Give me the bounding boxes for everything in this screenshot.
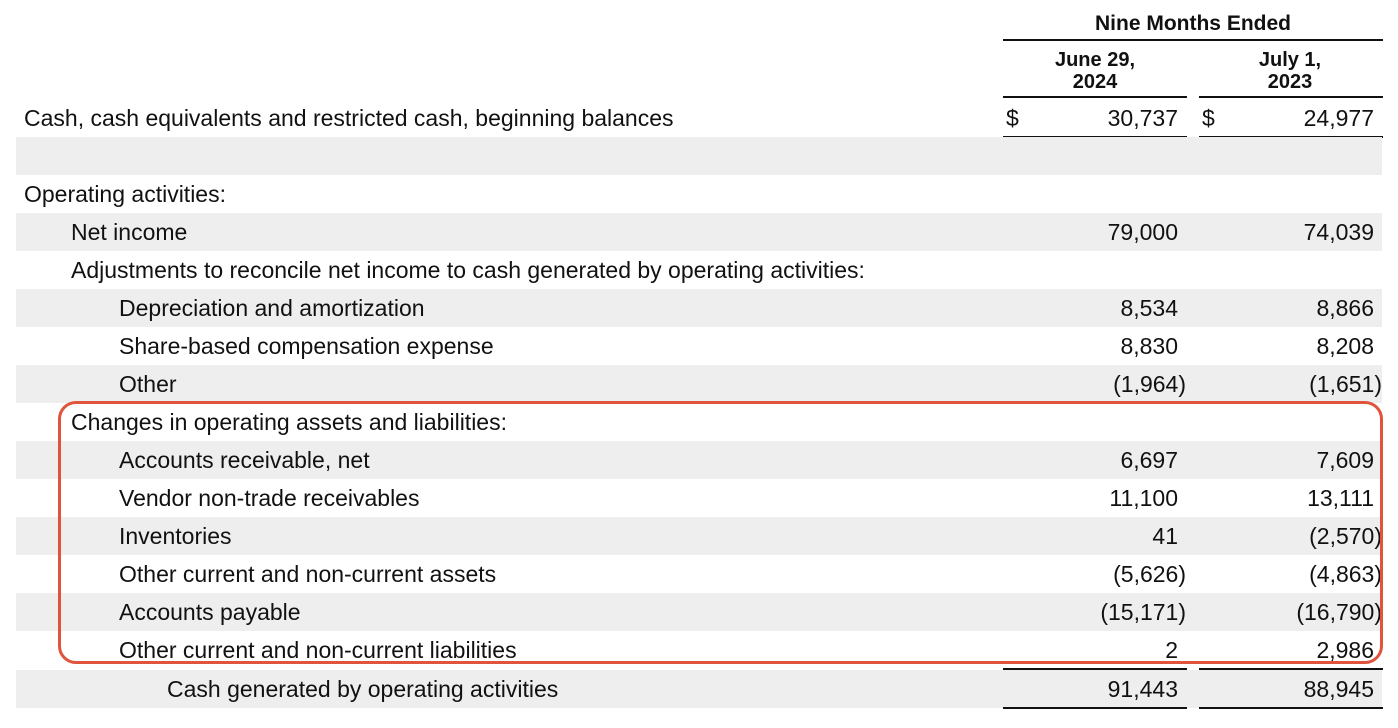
value-2023: (16,790) [1296, 599, 1382, 625]
highlight-box-operating-changes [58, 401, 1383, 664]
value-2024: 2 [1165, 637, 1178, 663]
value-2024: 11,100 [1109, 485, 1178, 511]
table-row-other-liabilities: Other current and non-current liabilitie… [16, 631, 1382, 669]
column-header-2023-line2: 2023 [1267, 71, 1313, 93]
row-label: Cash, cash equivalents and restricted ca… [24, 105, 674, 131]
table-row-operating-activities: Operating activities: [16, 175, 1382, 213]
total-rule-2023 [1199, 707, 1383, 709]
subtotal-rule-2024 [1003, 668, 1187, 670]
table-row-other-assets: Other current and non-current assets (5,… [16, 555, 1382, 593]
column-header-2023: July 1, 2023 [1195, 49, 1385, 93]
value-2023: 74,039 [1303, 219, 1374, 245]
row-label: Inventories [119, 523, 232, 549]
table-row-adjustments: Adjustments to reconcile net income to c… [16, 251, 1382, 289]
value-2023: (2,570) [1309, 523, 1382, 549]
row-label: Other current and non-current assets [119, 561, 497, 587]
period-header: Nine Months Ended [1095, 12, 1291, 35]
table-row-spacer [16, 137, 1382, 175]
value-2023: 24,977 [1303, 105, 1374, 131]
value-2024: 6,697 [1120, 447, 1178, 473]
row-label: Accounts receivable, net [119, 447, 370, 473]
table-row-accounts-receivable: Accounts receivable, net 6,697 7,609 [16, 441, 1382, 479]
column-header-rule-2023 [1199, 96, 1383, 98]
period-header-rule [1003, 39, 1383, 41]
table-row-depreciation: Depreciation and amortization 8,534 8,86… [16, 289, 1382, 327]
table-row-other: Other (1,964) (1,651) [16, 365, 1382, 403]
row-label: Share-based compensation expense [119, 333, 494, 359]
row-label: Operating activities: [24, 181, 226, 207]
table-row-changes-header: Changes in operating assets and liabilit… [16, 403, 1382, 441]
row-label: Vendor non-trade receivables [119, 485, 420, 511]
column-header-2023-line1: July 1, [1258, 49, 1322, 71]
column-header-2024: June 29, 2024 [1000, 49, 1190, 93]
value-2024: 41 [1152, 523, 1178, 549]
value-2023: 88,945 [1303, 676, 1374, 702]
table-row-inventories: Inventories 41 (2,570) [16, 517, 1382, 555]
row-label: Net income [71, 219, 188, 245]
value-2024: (5,626) [1113, 561, 1186, 587]
value-2023: 8,208 [1316, 333, 1374, 359]
row-label: Other current and non-current liabilitie… [119, 637, 517, 663]
column-header-rule-2024 [1003, 96, 1187, 98]
table-row-accounts-payable: Accounts payable (15,171) (16,790) [16, 593, 1382, 631]
currency-symbol: $ [1202, 105, 1215, 131]
row-label: Cash generated by operating activities [167, 676, 559, 702]
value-2024: 8,534 [1120, 295, 1178, 321]
value-2024: 8,830 [1120, 333, 1178, 359]
row-label: Adjustments to reconcile net income to c… [71, 257, 865, 283]
value-2024: 30,737 [1107, 105, 1178, 131]
row-label: Depreciation and amortization [119, 295, 425, 321]
value-2024: (1,964) [1113, 371, 1186, 397]
column-header-2024-line2: 2024 [1072, 71, 1118, 93]
value-2023: 13,111 [1307, 485, 1374, 511]
table-row-cash-generated: Cash generated by operating activities 9… [16, 670, 1382, 708]
table-row-beginning-balance: Cash, cash equivalents and restricted ca… [16, 99, 1382, 137]
table-row-net-income: Net income 79,000 74,039 [16, 213, 1382, 251]
value-2023: 2,986 [1316, 637, 1374, 663]
value-2024: (15,171) [1100, 599, 1186, 625]
value-2023: 8,866 [1316, 295, 1374, 321]
subtotal-rule-2023 [1199, 668, 1383, 670]
row-label: Accounts payable [119, 599, 301, 625]
currency-symbol: $ [1006, 105, 1019, 131]
value-2024: 91,443 [1107, 676, 1178, 702]
value-2023: (1,651) [1309, 371, 1382, 397]
value-2023: 7,609 [1316, 447, 1374, 473]
row-label: Changes in operating assets and liabilit… [71, 409, 507, 435]
table-row-vendor-receivables: Vendor non-trade receivables 11,100 13,1… [16, 479, 1382, 517]
value-2023: (4,863) [1309, 561, 1382, 587]
row-label: Other [119, 371, 177, 397]
table-row-share-based-compensation: Share-based compensation expense 8,830 8… [16, 327, 1382, 365]
value-2024: 79,000 [1107, 219, 1178, 245]
total-rule-2024 [1003, 707, 1187, 709]
column-header-2024-line1: June 29, [1054, 49, 1136, 71]
